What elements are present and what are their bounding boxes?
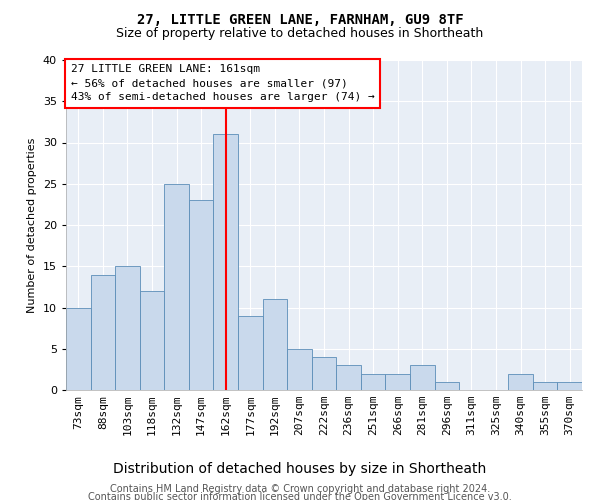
Text: 27 LITTLE GREEN LANE: 161sqm
← 56% of detached houses are smaller (97)
43% of se: 27 LITTLE GREEN LANE: 161sqm ← 56% of de… [71, 64, 374, 102]
Bar [238, 316, 263, 390]
Bar [361, 374, 385, 390]
Bar [140, 291, 164, 390]
Bar [214, 134, 238, 390]
Bar [66, 308, 91, 390]
Bar [410, 365, 434, 390]
Text: Size of property relative to detached houses in Shortheath: Size of property relative to detached ho… [116, 28, 484, 40]
Bar [287, 349, 312, 390]
Text: Distribution of detached houses by size in Shortheath: Distribution of detached houses by size … [113, 462, 487, 476]
Bar [312, 357, 336, 390]
Bar [557, 382, 582, 390]
Bar [91, 274, 115, 390]
Bar [336, 365, 361, 390]
Bar [189, 200, 214, 390]
Bar [508, 374, 533, 390]
Text: Contains HM Land Registry data © Crown copyright and database right 2024.: Contains HM Land Registry data © Crown c… [110, 484, 490, 494]
Bar [434, 382, 459, 390]
Text: Contains public sector information licensed under the Open Government Licence v3: Contains public sector information licen… [88, 492, 512, 500]
Text: 27, LITTLE GREEN LANE, FARNHAM, GU9 8TF: 27, LITTLE GREEN LANE, FARNHAM, GU9 8TF [137, 12, 463, 26]
Bar [115, 266, 140, 390]
Bar [263, 299, 287, 390]
Bar [164, 184, 189, 390]
Bar [533, 382, 557, 390]
Bar [385, 374, 410, 390]
Y-axis label: Number of detached properties: Number of detached properties [27, 138, 37, 312]
